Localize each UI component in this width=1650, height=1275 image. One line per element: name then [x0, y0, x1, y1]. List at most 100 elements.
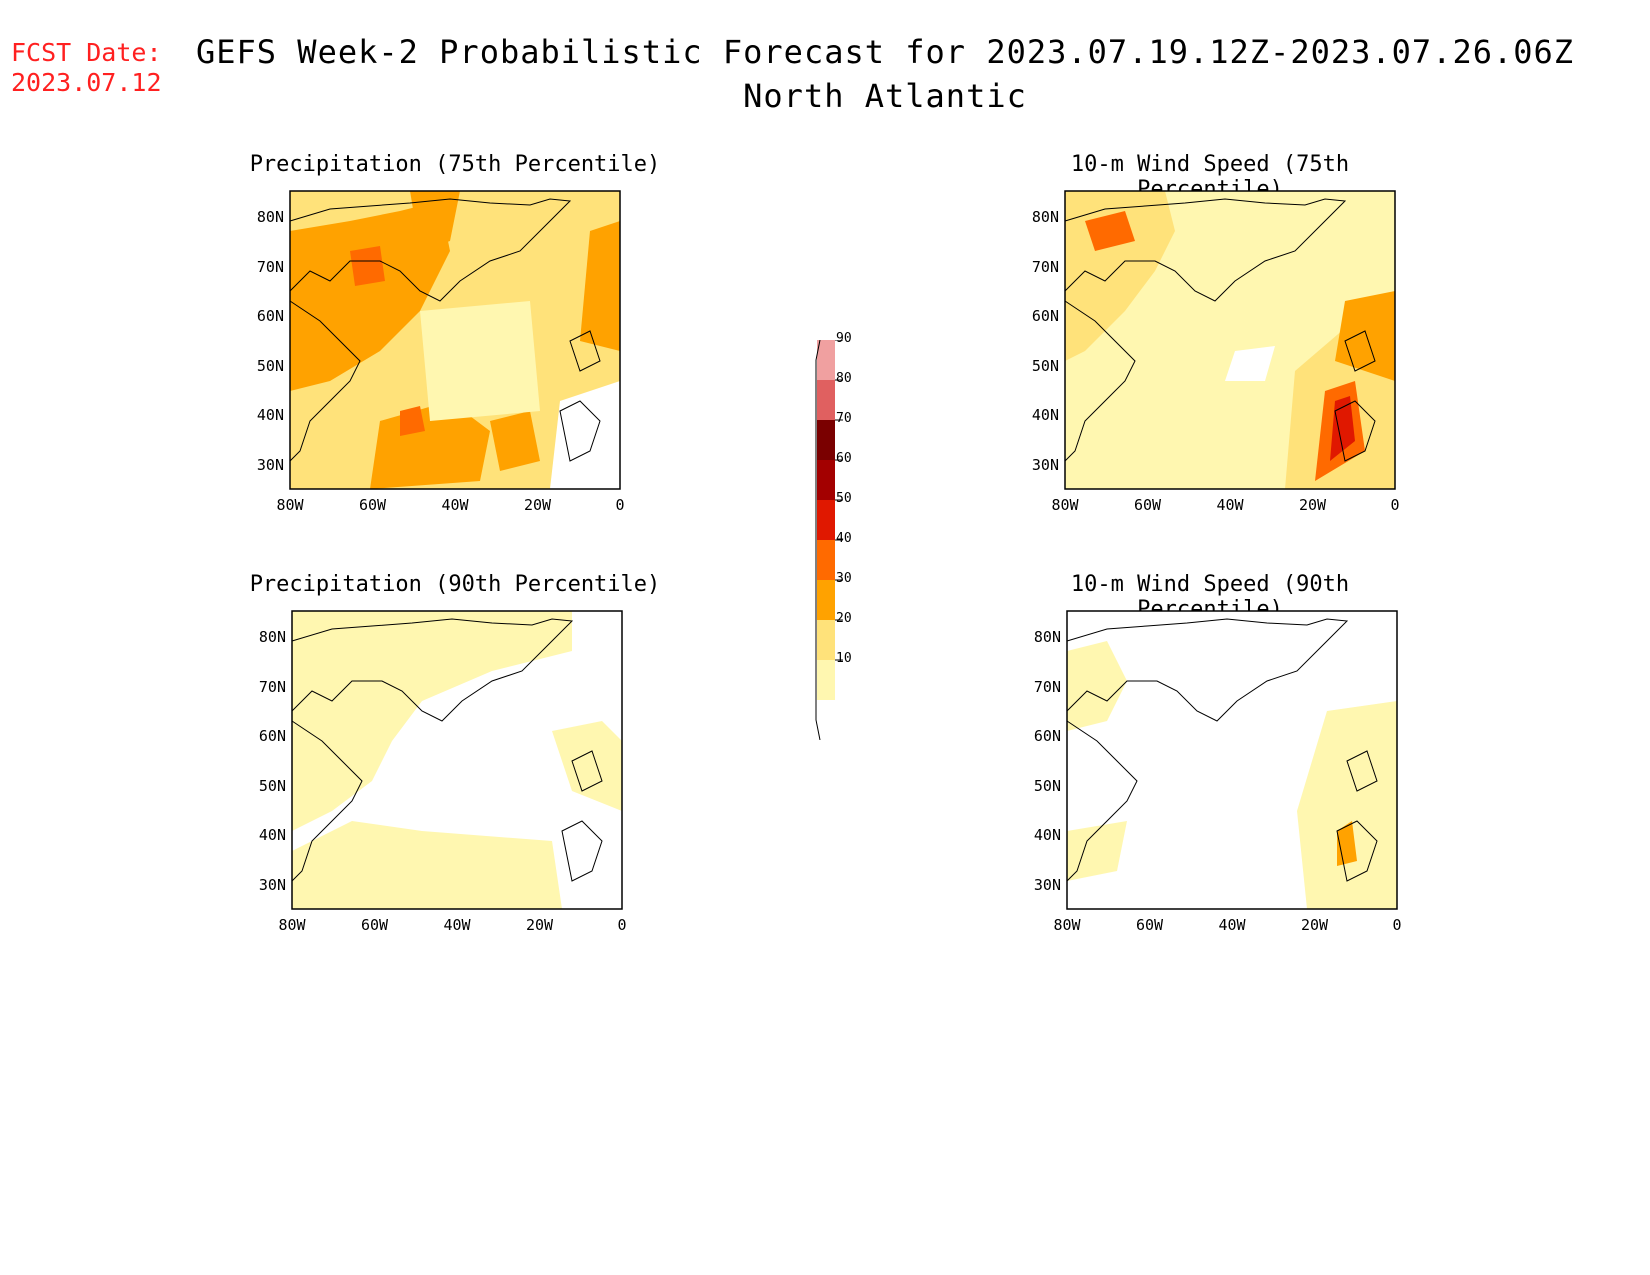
- coastline-north: [1066, 618, 1349, 722]
- lat-label: 80N: [1031, 208, 1059, 226]
- map-wind-75: [1064, 190, 1396, 490]
- coastline-europe: [561, 750, 603, 882]
- colorbar-segment: [817, 420, 835, 460]
- colorbar-level-label: 20: [836, 611, 852, 626]
- lon-label: 60W: [1135, 916, 1164, 934]
- map-precip-75-svg: [289, 190, 621, 490]
- lat-label: 60N: [1033, 727, 1061, 745]
- colorbar-level-label: 50: [836, 491, 852, 506]
- colorbar-segment: [817, 500, 835, 540]
- field-low-b: [292, 821, 562, 909]
- lon-label: 60W: [360, 916, 389, 934]
- field-high-e: [490, 411, 540, 471]
- coastline-na: [291, 720, 363, 882]
- coastline-europe: [1336, 750, 1378, 882]
- colorbar-level-label: 70: [836, 411, 852, 426]
- map-frame: [1064, 190, 1396, 490]
- field-peak-a: [350, 246, 385, 286]
- colorbar-segment: [817, 540, 835, 580]
- map-wind-90-svg: [1066, 610, 1398, 910]
- lat-label: 60N: [258, 727, 286, 745]
- colorbar-level-label: 10: [836, 651, 852, 666]
- field-low-c: [1067, 821, 1127, 881]
- coastline-north: [289, 198, 572, 302]
- field-high-c: [580, 221, 620, 351]
- field-high-b: [410, 191, 460, 251]
- lon-label: 40W: [441, 496, 469, 514]
- forecast-date-label: FCST Date: 2023.07.12: [11, 38, 162, 98]
- coastline-north: [1064, 198, 1347, 302]
- colorbar: [802, 300, 862, 741]
- lat-label: 80N: [256, 208, 284, 226]
- colorbar-segment: [817, 580, 835, 620]
- fcst-date-value: 2023.07.12: [11, 68, 162, 97]
- lon-label: 80W: [1051, 496, 1079, 514]
- lat-label: 60N: [1031, 307, 1059, 325]
- lat-label: 70N: [258, 677, 286, 696]
- lat-label: 70N: [1031, 257, 1059, 276]
- colorbar-level-label: 90: [836, 331, 852, 346]
- colorbar-segment: [817, 460, 835, 500]
- lat-label: 50N: [1031, 356, 1059, 375]
- map-frame: [291, 610, 623, 910]
- field-peak-a: [1330, 396, 1355, 461]
- fcst-date-heading: FCST Date:: [11, 38, 162, 67]
- field-high-a: [290, 201, 450, 391]
- lat-label: 30N: [1031, 455, 1059, 474]
- lat-label: 70N: [256, 257, 284, 276]
- lat-label: 50N: [258, 776, 286, 795]
- colorbar-outline: [815, 339, 821, 741]
- lon-label: 20W: [1298, 496, 1327, 514]
- colorbar-level-label: 30: [836, 571, 852, 586]
- lat-label: 50N: [256, 356, 284, 375]
- colorbar-level-label: 80: [836, 371, 852, 386]
- lon-label: 80W: [276, 496, 304, 514]
- coastline-na: [1066, 720, 1138, 882]
- field-low-a: [420, 301, 540, 421]
- lon-label: 40W: [1218, 916, 1246, 934]
- colorbar-svg: [815, 300, 843, 741]
- map-frame: [289, 190, 621, 490]
- region-title: North Atlantic: [743, 77, 1027, 115]
- coastline-na: [1064, 300, 1136, 462]
- lon-label: 80W: [278, 916, 306, 934]
- lat-label: 30N: [256, 455, 284, 474]
- field-peak-b: [400, 406, 425, 436]
- map-wind-75-svg: [1064, 190, 1396, 490]
- map-wind-90: [1066, 610, 1398, 910]
- main-title: GEFS Week-2 Probabilistic Forecast for 2…: [195, 33, 1575, 71]
- field-low-c: [552, 721, 622, 811]
- map-precip-75: [289, 190, 621, 490]
- lon-label: 0: [617, 916, 627, 934]
- field-none-a: [1225, 346, 1275, 381]
- lon-label: 0: [1390, 496, 1400, 514]
- page-title: GEFS Week-2 Probabilistic Forecast for 2…: [190, 30, 1580, 118]
- lat-label: 50N: [1033, 776, 1061, 795]
- lon-label: 60W: [1133, 496, 1162, 514]
- field-low-a: [1067, 641, 1127, 731]
- lon-label: 20W: [525, 916, 554, 934]
- panel-title-precip-90: Precipitation (90th Percentile): [249, 572, 661, 597]
- lon-label: 20W: [1300, 916, 1329, 934]
- field-none-a: [550, 381, 620, 489]
- field-high-a: [1335, 291, 1395, 381]
- colorbar-segment: [817, 380, 835, 420]
- field-high-c: [1085, 211, 1135, 251]
- lat-label: 60N: [256, 307, 284, 325]
- colorbar-segment: [817, 340, 835, 380]
- lat-label: 70N: [1033, 677, 1061, 696]
- lat-label: 40N: [258, 826, 286, 844]
- map-precip-90: [291, 610, 623, 910]
- coastline-europe: [1334, 330, 1376, 462]
- lat-label: 80N: [1033, 628, 1061, 646]
- colorbar-level-label: 60: [836, 451, 852, 466]
- colorbar-level-label: 40: [836, 531, 852, 546]
- lat-label: 30N: [258, 875, 286, 894]
- lon-label: 40W: [443, 916, 471, 934]
- colorbar-segment: [817, 660, 835, 700]
- lon-label: 20W: [523, 496, 552, 514]
- lat-label: 40N: [1033, 826, 1061, 844]
- lon-label: 80W: [1053, 916, 1081, 934]
- lat-label: 40N: [1031, 406, 1059, 424]
- lat-label: 30N: [1033, 875, 1061, 894]
